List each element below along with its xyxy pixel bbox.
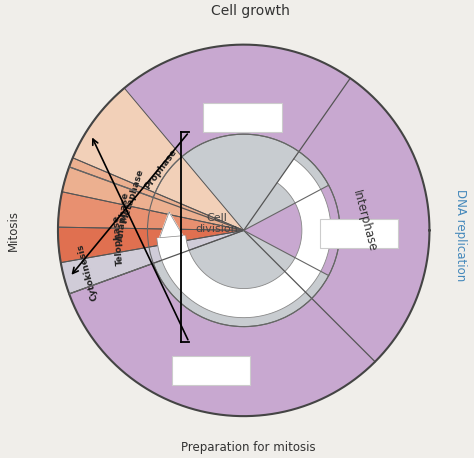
Polygon shape (157, 159, 331, 318)
Text: Prophase: Prophase (143, 147, 179, 191)
Polygon shape (73, 88, 244, 230)
Text: Interphase: Interphase (350, 189, 379, 254)
FancyBboxPatch shape (172, 356, 250, 385)
Text: Cell
division: Cell division (195, 213, 238, 234)
Polygon shape (58, 227, 244, 262)
Text: Preparation for mitosis: Preparation for mitosis (181, 441, 316, 454)
Polygon shape (62, 158, 244, 230)
Polygon shape (69, 44, 350, 230)
Polygon shape (58, 192, 244, 230)
FancyBboxPatch shape (320, 219, 398, 248)
Text: Anaphase: Anaphase (116, 191, 131, 242)
Text: Cytokinesis: Cytokinesis (76, 243, 100, 301)
Text: Mitosis: Mitosis (7, 210, 20, 251)
Polygon shape (61, 230, 244, 294)
Text: Metaphase: Metaphase (120, 167, 146, 224)
Polygon shape (244, 185, 340, 276)
Polygon shape (160, 212, 183, 238)
Circle shape (147, 134, 340, 327)
Polygon shape (69, 44, 429, 416)
Text: DNA replication: DNA replication (454, 189, 467, 281)
Text: Cell growth: Cell growth (211, 4, 290, 18)
Polygon shape (69, 230, 375, 416)
Text: Telophase: Telophase (112, 214, 125, 266)
Polygon shape (244, 78, 429, 362)
FancyBboxPatch shape (203, 103, 282, 132)
